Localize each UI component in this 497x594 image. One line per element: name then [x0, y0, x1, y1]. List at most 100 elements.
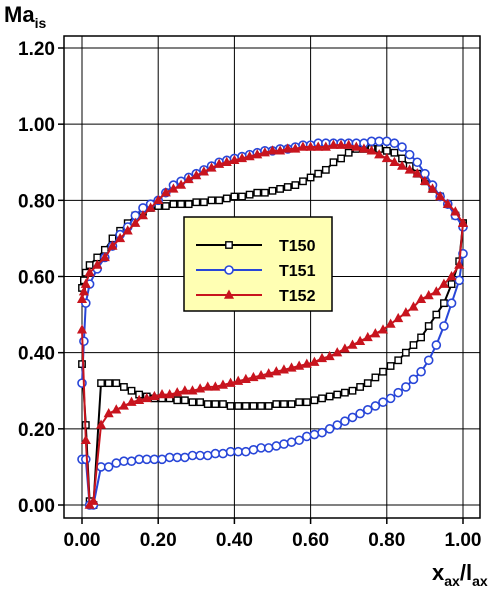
data-point: [214, 158, 225, 168]
data-point: [257, 402, 265, 410]
data-point: [278, 364, 289, 374]
data-point: [306, 173, 315, 182]
data-point: [79, 336, 89, 347]
data-point: [104, 379, 113, 388]
data-point: [263, 368, 274, 378]
data-point: [343, 139, 354, 149]
data-point: [134, 454, 144, 465]
x-axis-label-main: x: [432, 560, 445, 585]
data-point: [222, 194, 231, 203]
data-point: [332, 347, 343, 357]
data-point: [282, 143, 293, 153]
data-point: [253, 188, 262, 197]
data-point: [137, 210, 149, 220]
data-point: [249, 402, 258, 410]
data-point: [301, 431, 312, 442]
axis-ticks: 0.00 0.20 0.40 0.60 0.80 1.00 0.00 0.20 0.40 0.60…: [18, 39, 481, 551]
legend: T150 T151 T152: [183, 216, 333, 312]
data-point: [389, 138, 400, 149]
data-point: [271, 441, 282, 451]
data-point: [432, 310, 441, 319]
y-axis-label: Mais: [4, 2, 46, 31]
data-point: [240, 373, 251, 384]
data-point: [126, 396, 137, 406]
data-point: [316, 352, 328, 363]
data-point: [409, 341, 418, 349]
data-point: [431, 286, 442, 296]
data-point: [390, 148, 399, 157]
data-point: [256, 443, 266, 453]
data-point: [256, 369, 267, 380]
data-point: [404, 149, 415, 160]
data-point: [370, 401, 381, 411]
data-point: [440, 299, 448, 308]
data-point: [438, 278, 449, 288]
data-point: [324, 350, 335, 361]
data-point: [404, 164, 415, 174]
data-point: [362, 404, 373, 415]
data-point: [272, 400, 281, 408]
data-point: [157, 454, 167, 465]
data-point: [309, 356, 320, 366]
data-point: [172, 452, 183, 463]
data-point: [302, 398, 311, 407]
data-point: [236, 152, 248, 163]
data-point: [362, 331, 373, 342]
data-point: [225, 446, 236, 457]
data-point: [355, 408, 365, 419]
data-point: [226, 402, 235, 410]
data-point: [340, 388, 349, 397]
grid: [64, 36, 480, 518]
data-point: [332, 420, 343, 430]
data-point: [442, 198, 453, 208]
legend-item-t152: T152: [196, 288, 316, 305]
data-point: [149, 390, 160, 401]
x-axis-label-sep: /l: [459, 560, 473, 585]
data-point: [431, 340, 442, 350]
data-point: [120, 383, 128, 391]
data-point: [76, 293, 88, 304]
data-point: [290, 143, 301, 153]
x-tick-label: 0.00: [64, 530, 101, 551]
data-point: [180, 452, 190, 463]
data-point: [419, 175, 430, 185]
data-point: [248, 444, 259, 455]
data-point: [280, 400, 288, 408]
data-point: [435, 190, 446, 201]
data-point: [149, 454, 160, 465]
data-point: [400, 307, 411, 317]
data-point: [169, 200, 178, 209]
data-point: [219, 400, 227, 408]
data-point: [245, 190, 254, 199]
data-point: [92, 259, 103, 269]
data-point: [119, 456, 129, 467]
data-point: [356, 383, 365, 391]
data-point: [233, 446, 244, 457]
data-point: [244, 150, 255, 161]
data-point: [325, 392, 334, 401]
data-point: [279, 439, 289, 449]
data-point: [164, 389, 175, 399]
data-point: [333, 390, 342, 399]
series-t152: [76, 139, 469, 509]
data-point: [268, 186, 277, 195]
data-point: [424, 322, 433, 330]
x-tick-label: 0.40: [216, 530, 253, 551]
data-point: [160, 187, 171, 197]
data-point: [397, 142, 407, 152]
data-point: [416, 366, 426, 377]
data-point: [340, 416, 350, 427]
data-point: [230, 192, 239, 201]
data-point: [200, 198, 208, 207]
data-point: [374, 149, 385, 159]
data-point: [241, 402, 250, 410]
data-point: [96, 462, 106, 472]
data-point: [417, 333, 425, 342]
data-point: [260, 188, 269, 197]
data-point: [371, 373, 380, 382]
data-point: [229, 154, 240, 165]
data-point: [97, 379, 105, 388]
x-axis-label-sub2: ax: [472, 573, 488, 589]
y-tick-label: 1.00: [18, 115, 55, 136]
